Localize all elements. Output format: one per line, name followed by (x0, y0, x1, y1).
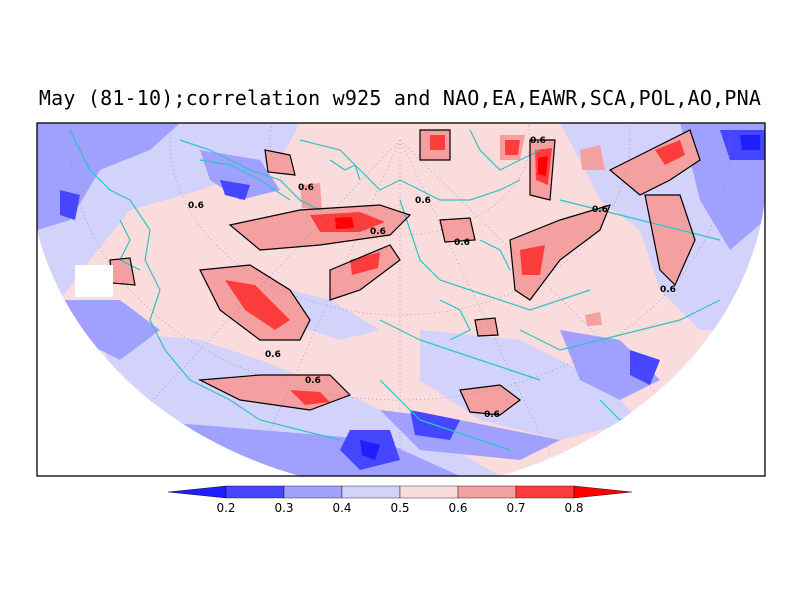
contour-label: 0.6 (415, 196, 431, 206)
field-level-07 (225, 135, 685, 405)
colorbar-tick-label: 0.8 (564, 501, 583, 515)
colorbar-labels: 0.2 0.3 0.4 0.5 0.6 0.7 0.8 (216, 501, 583, 515)
contour-label: 0.6 (265, 350, 281, 360)
colorbar-tick-label: 0.2 (216, 501, 235, 515)
contours-06 (109, 129, 701, 416)
contour-label: 0.6 (660, 285, 676, 295)
contour-label: 0.6 (530, 136, 546, 146)
colorbar-swatch (341, 485, 401, 499)
map-field (37, 123, 765, 476)
colorbar-swatch (283, 485, 343, 499)
contour-labels: 0.6 0.6 0.6 0.6 0.6 0.6 0.6 0.6 0.6 0.6 … (188, 136, 676, 420)
contour-label: 0.6 (298, 183, 314, 193)
colorbar-tick-label: 0.5 (390, 501, 409, 515)
missing-data-patch (75, 265, 113, 297)
contour-label: 0.6 (592, 205, 608, 215)
contour-label: 0.6 (370, 227, 386, 237)
contour-label: 0.6 (188, 201, 204, 211)
colorbar-arrow-low (167, 485, 227, 499)
colorbar-tick-label: 0.7 (506, 501, 525, 515)
plot-title: May (81-10);correlation w925 and NAO,EA,… (38, 86, 762, 110)
colorbar-tick-label: 0.3 (274, 501, 293, 515)
contour-label: 0.6 (454, 238, 470, 248)
field-level-02 (60, 130, 765, 470)
field-level-08 (335, 156, 548, 229)
colorbar-swatch (399, 485, 459, 499)
map-frame (36, 122, 766, 477)
field-level-01 (360, 135, 760, 460)
colorbar-swatches (167, 485, 633, 499)
colorbar-tick-label: 0.4 (332, 501, 351, 515)
colorbar-tick-label: 0.6 (448, 501, 467, 515)
colorbar-swatch (225, 485, 285, 499)
colorbar-swatch (457, 485, 517, 499)
contour-label: 0.6 (305, 376, 321, 386)
colorbar-arrow-high (573, 485, 633, 499)
colorbar-swatch (515, 485, 575, 499)
contour-label: 0.6 (484, 410, 500, 420)
